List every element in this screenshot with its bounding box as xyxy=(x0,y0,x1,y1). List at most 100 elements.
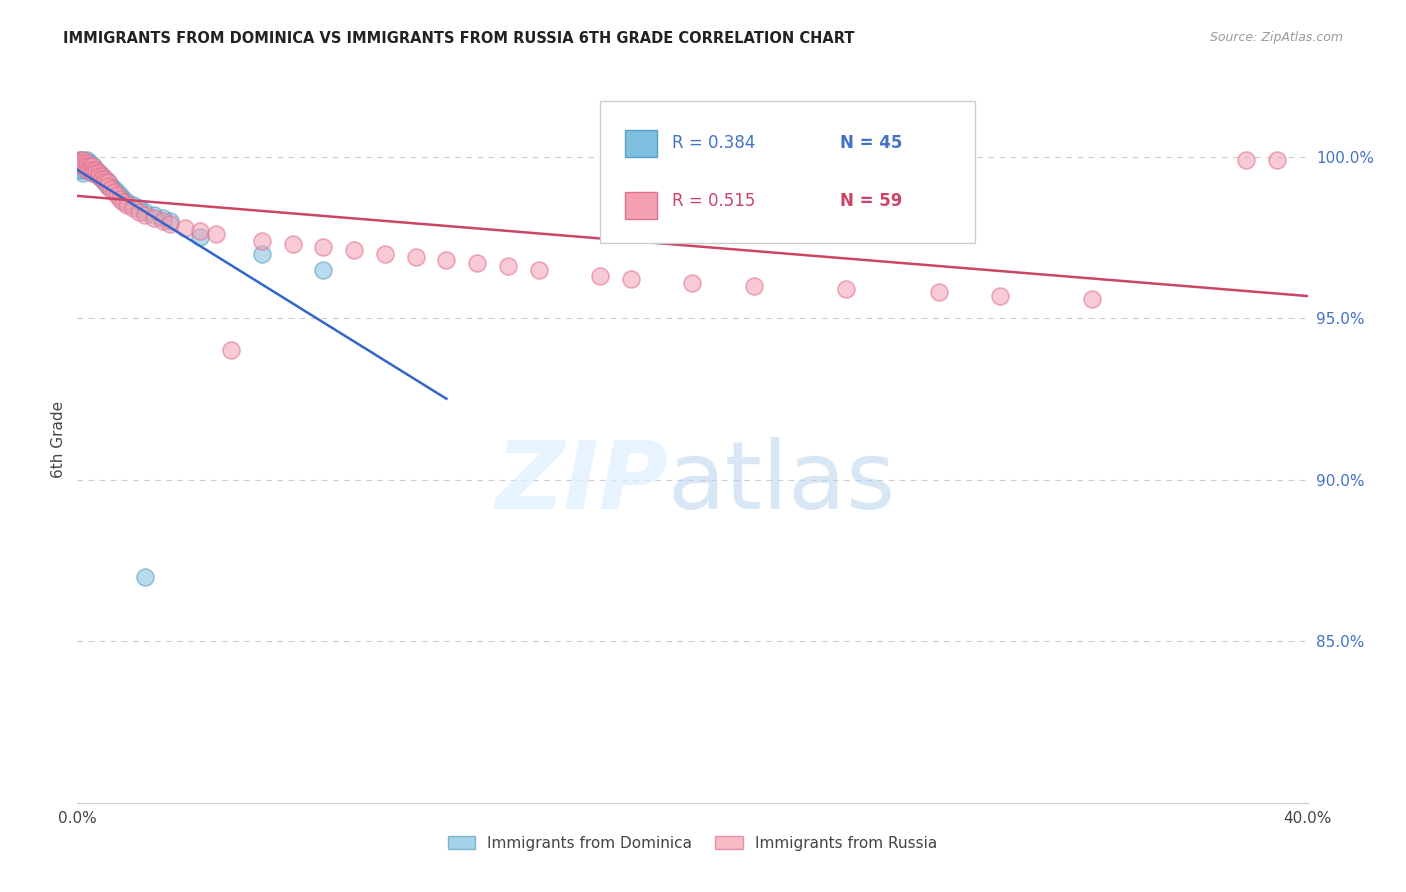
Point xyxy=(76,156,98,170)
Point xyxy=(97,178,120,193)
Point xyxy=(87,169,110,183)
Point xyxy=(281,236,304,251)
Point xyxy=(152,214,174,228)
Point xyxy=(72,166,94,180)
Point xyxy=(1081,292,1104,306)
Point xyxy=(134,208,156,222)
Text: Source: ZipAtlas.com: Source: ZipAtlas.com xyxy=(1209,31,1343,45)
Point xyxy=(1265,153,1288,167)
Point xyxy=(90,169,114,183)
Point xyxy=(97,176,120,190)
Point xyxy=(69,153,91,167)
Point xyxy=(90,172,114,186)
Point xyxy=(250,246,273,260)
Point xyxy=(82,166,104,180)
Point xyxy=(121,198,143,212)
Point xyxy=(143,208,166,222)
Point xyxy=(105,185,128,199)
Point xyxy=(72,153,94,167)
Point xyxy=(97,176,120,190)
Point xyxy=(250,234,273,248)
Text: N = 59: N = 59 xyxy=(841,192,903,210)
Point xyxy=(84,162,107,177)
Point xyxy=(82,162,104,177)
Point xyxy=(620,272,643,286)
Point xyxy=(94,172,117,186)
Point xyxy=(76,162,98,177)
Point xyxy=(84,166,107,180)
Point xyxy=(76,159,98,173)
Point xyxy=(188,230,212,244)
Point xyxy=(69,153,91,167)
Text: R = 0.384: R = 0.384 xyxy=(672,135,755,153)
Point xyxy=(72,162,94,177)
Point xyxy=(82,166,104,180)
Point xyxy=(343,244,366,258)
Point xyxy=(87,169,110,183)
Point xyxy=(115,194,138,209)
Y-axis label: 6th Grade: 6th Grade xyxy=(51,401,66,478)
Point xyxy=(82,159,104,173)
Point xyxy=(69,156,91,170)
Point xyxy=(103,185,125,199)
Point xyxy=(94,172,117,186)
Point xyxy=(69,159,91,173)
Point xyxy=(219,343,242,358)
Point xyxy=(79,159,101,173)
Legend: Immigrants from Dominica, Immigrants from Russia: Immigrants from Dominica, Immigrants fro… xyxy=(441,830,943,857)
Point xyxy=(742,278,765,293)
Point xyxy=(204,227,226,241)
Point xyxy=(159,218,181,232)
Point xyxy=(84,162,107,177)
Point xyxy=(115,198,138,212)
Point xyxy=(87,166,110,180)
Point xyxy=(312,262,335,277)
Point xyxy=(76,159,98,173)
Point xyxy=(103,182,125,196)
Point xyxy=(1234,153,1257,167)
Point xyxy=(682,276,704,290)
Point xyxy=(436,252,458,267)
Point xyxy=(100,182,122,196)
Point xyxy=(69,156,91,170)
Point xyxy=(69,162,91,177)
Point xyxy=(405,250,427,264)
Point xyxy=(128,204,150,219)
Point xyxy=(100,178,122,193)
Point xyxy=(79,156,101,170)
FancyBboxPatch shape xyxy=(624,130,657,157)
Point xyxy=(84,166,107,180)
FancyBboxPatch shape xyxy=(600,102,976,243)
Point xyxy=(152,211,174,225)
Point xyxy=(72,156,94,170)
Point xyxy=(87,166,110,180)
Point xyxy=(589,269,612,284)
Point xyxy=(134,569,156,583)
Point xyxy=(110,188,132,202)
Point xyxy=(527,262,550,277)
Point xyxy=(79,159,101,173)
Point xyxy=(76,156,98,170)
Point xyxy=(110,192,132,206)
Point xyxy=(121,202,143,216)
Point xyxy=(143,211,166,225)
Point xyxy=(76,162,98,177)
Text: N = 45: N = 45 xyxy=(841,135,903,153)
Point xyxy=(128,202,150,216)
Point xyxy=(496,260,519,274)
Point xyxy=(97,178,120,193)
Text: R = 0.515: R = 0.515 xyxy=(672,192,755,210)
Point xyxy=(72,153,94,167)
Point xyxy=(188,224,212,238)
Point xyxy=(312,240,335,254)
Point xyxy=(90,172,114,186)
Point xyxy=(94,176,117,190)
Point xyxy=(928,285,950,300)
Point xyxy=(79,162,101,177)
Point xyxy=(112,192,135,206)
Point xyxy=(82,162,104,177)
Point xyxy=(374,246,396,260)
Text: atlas: atlas xyxy=(668,437,896,529)
Point xyxy=(465,256,488,270)
Point xyxy=(82,159,104,173)
